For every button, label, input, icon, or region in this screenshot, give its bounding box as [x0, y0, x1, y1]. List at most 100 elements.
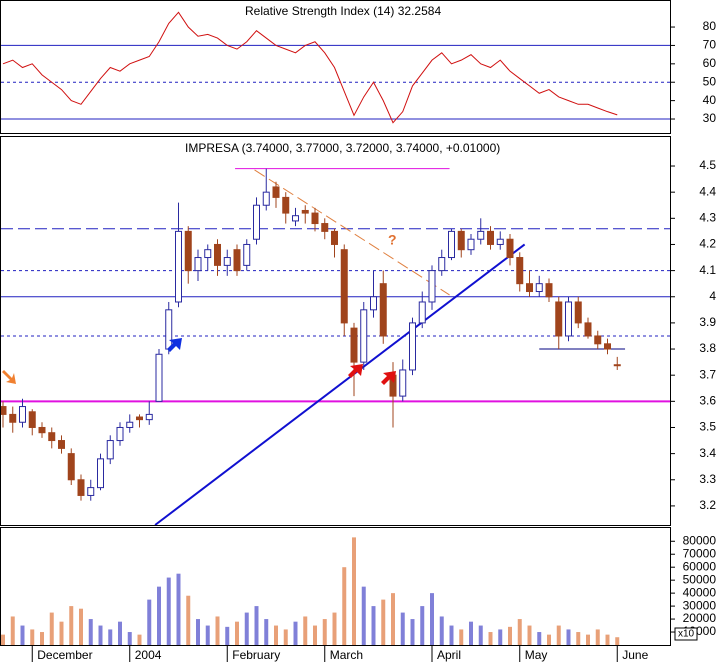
volume-bar — [381, 599, 386, 645]
candle-body — [253, 204, 260, 240]
candle-body — [457, 230, 465, 251]
candle-body — [321, 223, 329, 232]
y-tick-label: 4.2 — [699, 237, 716, 251]
candle-body — [126, 421, 134, 428]
volume-bar — [254, 606, 259, 645]
volume-bar — [303, 616, 308, 645]
candle-body — [574, 301, 582, 324]
y-tick-label: 60 — [703, 56, 717, 70]
y-tick-label: 30 — [703, 111, 717, 125]
candle-body — [165, 309, 173, 350]
candle-body — [87, 487, 95, 496]
volume-bar — [430, 593, 434, 645]
volume-bar — [566, 629, 571, 645]
volume-bar — [20, 625, 25, 645]
candle-body — [204, 249, 212, 259]
candle-body — [428, 270, 436, 303]
candle-body — [467, 238, 475, 251]
volume-bar — [420, 606, 425, 645]
x-tick-label: April — [437, 648, 461, 662]
volume-bar — [215, 616, 220, 645]
candle-body — [145, 413, 153, 421]
y-tick-label: 30000 — [683, 598, 717, 612]
volume-bar — [400, 612, 405, 645]
arrow — [348, 364, 363, 378]
y-tick-label: 20000 — [683, 611, 717, 625]
candle-body — [223, 257, 231, 266]
y-tick-label: 3.2 — [699, 498, 716, 512]
y-tick-label: 3.7 — [699, 367, 716, 381]
x-tick-label: 2004 — [135, 648, 162, 662]
volume-bar — [157, 586, 161, 645]
candle-body — [594, 335, 602, 345]
candle-body — [97, 458, 104, 489]
candle-body — [311, 212, 319, 225]
candle-body — [379, 283, 387, 337]
volume-bar — [137, 634, 142, 645]
candle-body — [262, 191, 270, 206]
candle-body — [233, 249, 241, 272]
y-tick-label: 4.3 — [699, 210, 716, 224]
x-tick-label: March — [330, 648, 363, 662]
volume-bar — [556, 625, 561, 645]
y-tick-label: 40 — [703, 93, 717, 107]
y-tick-label: 3.5 — [699, 420, 716, 434]
price-title: IMPRESA (3.74000, 3.77000, 3.72000, 3.74… — [185, 141, 500, 155]
volume-bar — [459, 629, 464, 645]
volume-frame — [0, 527, 671, 646]
candle-body — [448, 230, 455, 259]
volume-bar — [469, 621, 473, 645]
candle-body — [0, 406, 7, 415]
y-tick-label: 3.8 — [699, 341, 716, 355]
volume-bar — [166, 577, 171, 645]
y-tick-label: 50 — [703, 74, 717, 88]
candle-body — [243, 243, 251, 266]
x-tick-label: December — [37, 648, 92, 662]
candle-body — [77, 479, 85, 496]
volume-bar — [595, 629, 600, 645]
candle-body — [9, 413, 17, 423]
y-tick-label: 3.6 — [699, 394, 716, 408]
candle-body — [28, 411, 36, 428]
candle-body — [67, 453, 75, 481]
volume-bar — [118, 621, 122, 645]
volume-bar — [488, 632, 493, 645]
x-tick-label: May — [525, 648, 548, 662]
volume-bar — [586, 634, 590, 645]
volume-bar — [196, 619, 200, 645]
volume-bar — [576, 632, 581, 645]
candle-body — [526, 283, 533, 293]
annotation: ? — [388, 232, 397, 248]
volume-bar — [332, 612, 337, 645]
y-tick-label: 3.4 — [699, 446, 716, 460]
candle-body — [370, 296, 377, 311]
candle-body — [272, 186, 280, 198]
volume-bar — [79, 608, 83, 645]
volume-bar — [244, 612, 249, 645]
volume-bar — [498, 629, 503, 645]
price-frame — [0, 136, 671, 526]
rsi-line — [2, 11, 618, 124]
x-tick-label: June — [622, 648, 648, 662]
candle-body — [214, 243, 221, 266]
volume-bar — [49, 612, 54, 645]
volume-bar — [391, 593, 395, 645]
y-tick-label: 4.4 — [699, 184, 716, 198]
y-tick-label: 70000 — [683, 546, 717, 560]
volume-bar — [186, 595, 191, 645]
candle-body — [194, 257, 202, 272]
volume-bar — [147, 599, 152, 645]
volume-bar — [108, 629, 113, 645]
candle-body — [506, 238, 514, 259]
volume-bar — [615, 637, 620, 645]
candle-body — [301, 209, 309, 214]
candle-body — [116, 426, 124, 442]
volume-bar — [176, 573, 181, 645]
volume-bar — [59, 621, 64, 645]
scale-label: x10 — [678, 629, 695, 640]
y-tick-label: 80000 — [683, 533, 717, 547]
y-tick-label: 70 — [703, 38, 717, 52]
volume-bar — [127, 632, 132, 645]
candle-body — [438, 257, 446, 272]
arrow — [2, 370, 16, 384]
